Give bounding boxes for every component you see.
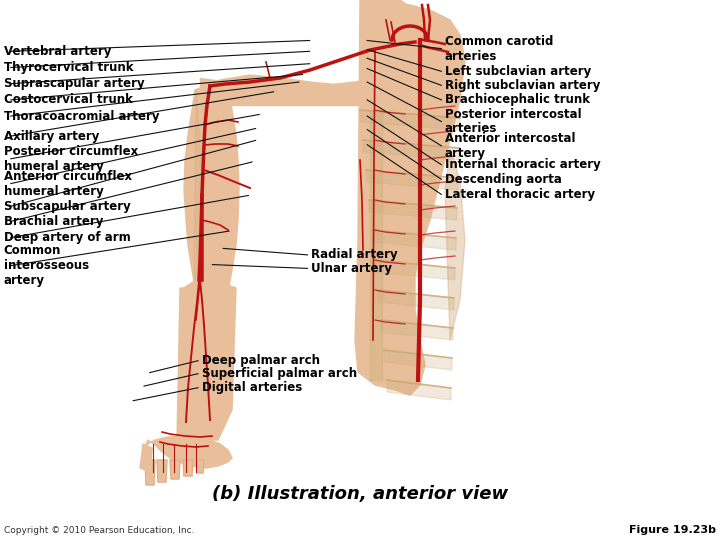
Text: Thyrocervical trunk: Thyrocervical trunk — [4, 61, 133, 74]
Polygon shape — [387, 380, 451, 400]
Polygon shape — [375, 260, 455, 280]
Text: Brachiocephalic trunk: Brachiocephalic trunk — [445, 93, 590, 106]
Text: Common carotid
arteries: Common carotid arteries — [445, 35, 554, 63]
Text: Vertebral artery: Vertebral artery — [4, 45, 111, 58]
Text: Costocervical trunk: Costocervical trunk — [4, 93, 132, 106]
Polygon shape — [384, 350, 452, 370]
Text: Internal thoracic artery: Internal thoracic artery — [445, 158, 600, 171]
Polygon shape — [366, 170, 458, 190]
Text: Superficial palmar arch: Superficial palmar arch — [202, 367, 356, 380]
Text: Right subclavian artery: Right subclavian artery — [445, 79, 600, 92]
Polygon shape — [140, 444, 152, 472]
Polygon shape — [372, 230, 456, 250]
Text: Brachial artery: Brachial artery — [4, 215, 103, 228]
Text: Deep artery of arm: Deep artery of arm — [4, 231, 130, 244]
Polygon shape — [369, 200, 457, 220]
Polygon shape — [145, 460, 155, 485]
Text: Radial artery: Radial artery — [311, 248, 397, 261]
Polygon shape — [194, 90, 202, 300]
Polygon shape — [183, 460, 193, 476]
Polygon shape — [170, 460, 180, 479]
Polygon shape — [381, 320, 453, 340]
Polygon shape — [380, 0, 415, 50]
Polygon shape — [355, 0, 465, 395]
Polygon shape — [363, 140, 459, 160]
Text: Digital arteries: Digital arteries — [202, 381, 302, 394]
Text: Lateral thoracic artery: Lateral thoracic artery — [445, 188, 595, 201]
Polygon shape — [445, 150, 465, 340]
Polygon shape — [184, 90, 239, 310]
Text: Common
interosseous
artery: Common interosseous artery — [4, 244, 89, 287]
Polygon shape — [195, 75, 380, 110]
Polygon shape — [184, 280, 236, 296]
Text: Figure 19.23b: Figure 19.23b — [629, 525, 716, 535]
Text: Deep palmar arch: Deep palmar arch — [202, 354, 320, 367]
Text: Ulnar artery: Ulnar artery — [311, 262, 392, 275]
Text: Left subclavian artery: Left subclavian artery — [445, 65, 591, 78]
Text: Anterior circumflex
humeral artery: Anterior circumflex humeral artery — [4, 170, 132, 198]
Polygon shape — [177, 288, 236, 440]
Polygon shape — [145, 436, 232, 468]
Text: (b) Illustration, anterior view: (b) Illustration, anterior view — [212, 485, 508, 503]
Text: Posterior circumflex
humeral artery: Posterior circumflex humeral artery — [4, 145, 138, 173]
Text: Subscapular artery: Subscapular artery — [4, 200, 130, 213]
Text: Thoracoacromial artery: Thoracoacromial artery — [4, 110, 159, 123]
Text: Descending aorta: Descending aorta — [445, 173, 562, 186]
Polygon shape — [370, 110, 382, 380]
Polygon shape — [360, 110, 460, 130]
Text: Axillary artery: Axillary artery — [4, 130, 99, 143]
Text: Posterior intercostal
arteries: Posterior intercostal arteries — [445, 107, 582, 136]
Polygon shape — [378, 290, 454, 310]
Polygon shape — [196, 460, 204, 473]
Text: Anterior intercostal
artery: Anterior intercostal artery — [445, 132, 575, 160]
Text: Suprascapular artery: Suprascapular artery — [4, 77, 144, 90]
Text: Copyright © 2010 Pearson Education, Inc.: Copyright © 2010 Pearson Education, Inc. — [4, 526, 194, 535]
Polygon shape — [157, 460, 167, 482]
